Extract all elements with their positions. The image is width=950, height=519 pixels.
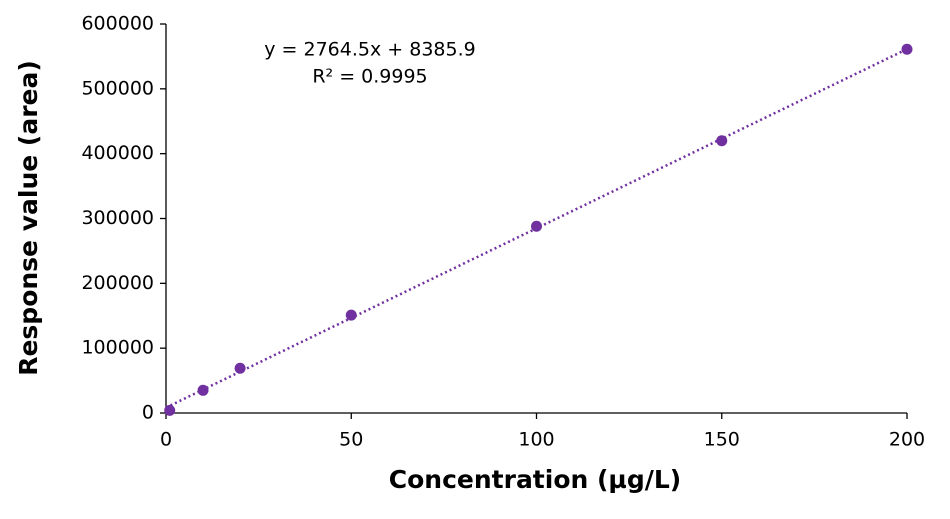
x-tick-label: 50 [339,429,363,451]
y-tick-label: 0 [142,402,154,424]
data-point [234,362,246,374]
y-axis-title: Response value (area) [14,60,43,376]
data-point [716,135,728,147]
x-tick-label: 150 [704,429,740,451]
data-point [901,43,913,55]
data-point [531,220,542,232]
r-squared: R² = 0.9995 [312,66,427,88]
data-point [345,309,357,321]
y-tick-label: 100000 [81,337,154,359]
trendline-equation: y = 2764.5x + 8385.9 [264,39,475,61]
x-tick-label: 100 [518,429,554,451]
x-tick-label: 200 [889,429,925,451]
y-tick-label: 500000 [81,77,154,99]
data-point [164,404,176,416]
y-tick-label: 200000 [81,272,154,294]
y-tick-label: 600000 [81,13,154,35]
y-tick-label: 300000 [81,207,154,229]
x-axis-title: Concentration (µg/L) [389,465,681,494]
x-tick-label: 0 [160,429,172,451]
y-tick-label: 400000 [81,142,154,164]
data-point [197,384,209,396]
